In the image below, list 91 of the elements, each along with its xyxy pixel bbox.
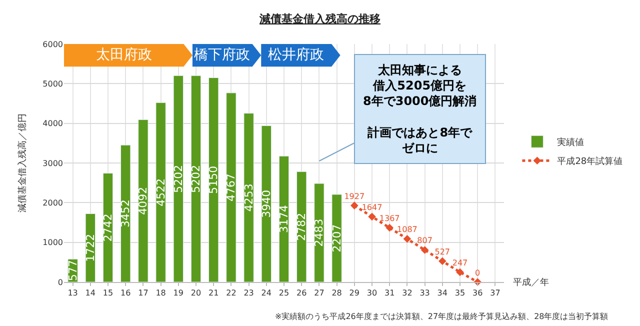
x-axis-title: 平成／年 bbox=[513, 277, 549, 288]
bar bbox=[278, 156, 290, 282]
bar bbox=[138, 119, 148, 282]
point bbox=[403, 234, 412, 243]
point bbox=[420, 246, 429, 254]
x-tick-label: 32 bbox=[402, 288, 412, 298]
data-label: 4522 bbox=[154, 178, 168, 206]
chart-title: 減債基金借入残高の推移 bbox=[258, 12, 380, 26]
data-label: 1087 bbox=[397, 225, 418, 234]
x-tick-label: 31 bbox=[384, 288, 395, 298]
x-tick-label: 36 bbox=[472, 288, 483, 298]
y-tick-label: 5000 bbox=[42, 79, 63, 88]
annotation: ゼロに bbox=[402, 141, 438, 155]
x-tick-label: 19 bbox=[173, 288, 184, 298]
data-label: 2742 bbox=[102, 214, 114, 242]
y-axis-title: 減債基金借入残高／億円 bbox=[16, 114, 28, 212]
y-tick-label: 3000 bbox=[42, 158, 63, 168]
data-label: 1722 bbox=[84, 234, 97, 262]
bar bbox=[85, 213, 96, 282]
annotation: 太田知事による bbox=[376, 63, 462, 77]
data-label: 577 bbox=[66, 260, 80, 282]
data-label: 527 bbox=[434, 247, 450, 256]
annotation: 計画ではあと8年で bbox=[366, 125, 474, 140]
x-tick-label: 20 bbox=[190, 288, 202, 298]
bar bbox=[332, 194, 342, 282]
data-label: 3940 bbox=[260, 190, 273, 218]
data-label: 0 bbox=[475, 268, 480, 278]
bar bbox=[296, 171, 307, 282]
bar bbox=[261, 125, 272, 282]
data-label: 3174 bbox=[278, 205, 290, 234]
x-tick-label: 30 bbox=[366, 288, 378, 298]
point bbox=[438, 257, 446, 265]
data-label: 807 bbox=[417, 236, 432, 246]
bar bbox=[190, 75, 202, 282]
point bbox=[386, 224, 394, 232]
x-tick-label: 33 bbox=[420, 288, 430, 298]
x-tick-label: 13 bbox=[68, 288, 78, 298]
x-tick-label: 35 bbox=[454, 288, 466, 298]
data-label: 5202 bbox=[190, 164, 202, 193]
data-label: 3452 bbox=[119, 200, 132, 228]
bar bbox=[226, 92, 236, 282]
x-tick-label: 18 bbox=[156, 288, 166, 298]
data-label: 247 bbox=[452, 258, 468, 268]
x-tick-label: 37 bbox=[490, 288, 500, 298]
text: ※実績額のうち平成26年度までは決算額、27年度は最終予算見込み額、28年度は当初予算額 bbox=[275, 312, 608, 321]
y-tick-label: 1000 bbox=[42, 238, 63, 248]
x-tick-label: 16 bbox=[120, 288, 131, 298]
point bbox=[368, 212, 376, 221]
y-tick-label: 4000 bbox=[42, 119, 63, 128]
data-label: 1927 bbox=[344, 192, 365, 201]
annotation: 松井府政 bbox=[268, 47, 324, 63]
annotation: 太田府政 bbox=[96, 47, 152, 63]
data-label: 2207 bbox=[330, 224, 344, 252]
annotation: 橋下府政 bbox=[194, 47, 250, 63]
y-tick-label: 6000 bbox=[42, 40, 63, 49]
x-tick-label: 17 bbox=[138, 288, 148, 298]
data-label: 2483 bbox=[312, 218, 326, 247]
data-label: 4253 bbox=[242, 184, 256, 212]
data-label: 5150 bbox=[207, 166, 220, 194]
x-tick-label: 29 bbox=[349, 288, 360, 298]
data-label: 1647 bbox=[362, 202, 382, 212]
x-tick-label: 14 bbox=[85, 288, 96, 298]
data-label: 4767 bbox=[224, 173, 238, 202]
bar bbox=[173, 75, 184, 282]
data-label: 2782 bbox=[295, 212, 308, 241]
bar bbox=[156, 102, 166, 282]
x-tick-label: 26 bbox=[296, 288, 307, 298]
bar bbox=[208, 77, 219, 282]
bar bbox=[120, 144, 131, 282]
legend-label: 実績値 bbox=[557, 137, 584, 148]
data-label: 4092 bbox=[136, 186, 150, 215]
legend-label: 平成28年試算値 bbox=[557, 156, 623, 168]
annotation: 8年で3000億円解消 bbox=[363, 94, 477, 108]
x-tick-label: 15 bbox=[102, 288, 114, 298]
x-tick-label: 27 bbox=[314, 288, 324, 298]
annotation: 借入5205億円を bbox=[372, 78, 467, 93]
x-tick-label: 21 bbox=[208, 288, 219, 298]
x-tick-label: 25 bbox=[278, 288, 290, 298]
data-label: 1367 bbox=[379, 214, 400, 224]
x-tick-label: 28 bbox=[332, 288, 342, 298]
x-tick-label: 22 bbox=[226, 288, 236, 298]
bar bbox=[244, 113, 254, 282]
point bbox=[350, 202, 358, 210]
data-label: 5202 bbox=[172, 164, 185, 193]
x-tick-label: 23 bbox=[244, 288, 254, 298]
bar bbox=[314, 183, 324, 282]
x-tick-label: 24 bbox=[261, 288, 272, 298]
x-tick-label: 34 bbox=[437, 288, 448, 298]
y-tick-label: 2000 bbox=[42, 198, 63, 208]
y-tick-label: 0 bbox=[58, 278, 63, 287]
point bbox=[456, 268, 464, 276]
